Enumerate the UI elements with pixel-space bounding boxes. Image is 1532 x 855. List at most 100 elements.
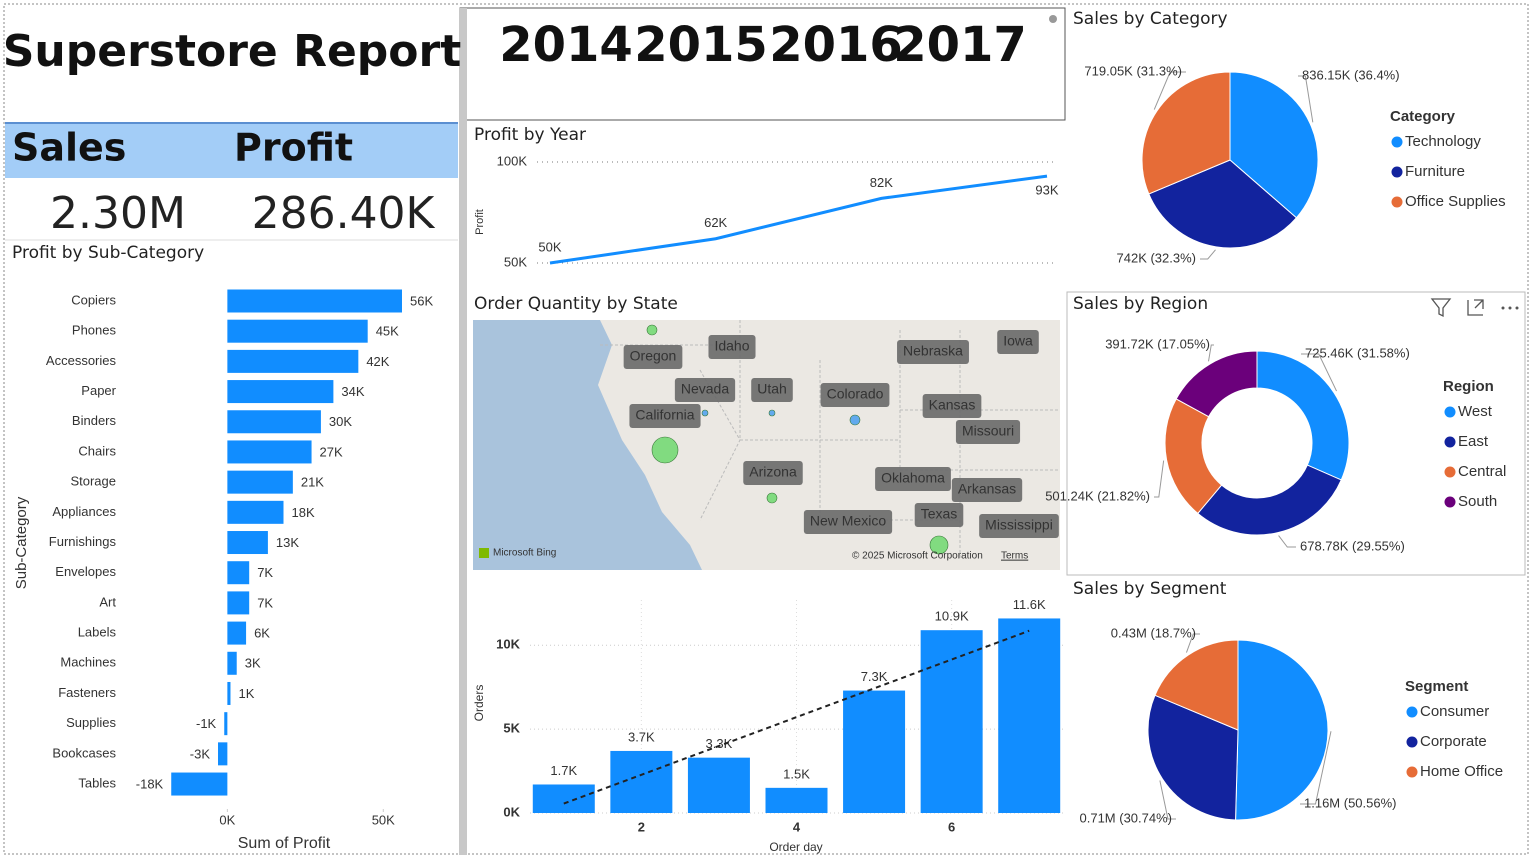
legend-label: Corporate (1420, 733, 1487, 750)
data-label: 18K (291, 505, 314, 520)
state-label[interactable]: Kansas (929, 397, 976, 413)
label-box (674, 378, 736, 402)
slice (1235, 639, 1329, 821)
y-tick-label: Fasteners (58, 685, 116, 700)
data-label: 7.3K (861, 669, 888, 684)
legend-swatch (1391, 166, 1403, 178)
y-tick-label: Envelopes (55, 564, 116, 579)
leader-line (1153, 71, 1186, 110)
slicer-year[interactable]: 2017 (893, 17, 1027, 73)
bar (171, 772, 228, 796)
state-label[interactable]: Nebraska (903, 343, 963, 359)
state-label[interactable]: Idaho (714, 338, 749, 354)
bar (227, 500, 284, 524)
y-tick-label: Storage (70, 474, 116, 489)
kpi-value: 286.40K (252, 188, 436, 239)
data-label: 742K (32.3%) (1117, 250, 1197, 265)
data-label: 0.71M (30.74%) (1080, 810, 1173, 825)
leader-line (1298, 75, 1314, 123)
slicer-year[interactable]: 2016 (769, 17, 903, 73)
legend-title: Segment (1405, 678, 1468, 695)
slice (1141, 71, 1231, 195)
bar (227, 440, 312, 464)
label-box (922, 394, 982, 418)
legend-swatch (1406, 736, 1418, 748)
legend-label: Central (1458, 463, 1506, 480)
label-box (979, 514, 1059, 538)
slice (1256, 350, 1350, 481)
bar (610, 750, 673, 813)
chart-title: Profit by Year (474, 125, 586, 145)
data-label: 45K (376, 324, 399, 339)
bar (227, 591, 250, 615)
state-label[interactable]: Oregon (630, 348, 677, 364)
slice (1154, 639, 1239, 731)
label-box (751, 378, 793, 402)
focus-icon[interactable] (1467, 299, 1484, 316)
data-label: 50K (538, 239, 561, 254)
data-label: 11.6K (1013, 597, 1046, 612)
state-label[interactable]: Missouri (962, 423, 1014, 439)
y-tick-label: 5K (503, 721, 520, 736)
label-box (951, 478, 1023, 502)
divider (459, 8, 467, 855)
legend-swatch (1391, 136, 1403, 148)
map-bubble (701, 409, 709, 417)
state-label[interactable]: Nevada (681, 381, 729, 397)
data-label: -3K (190, 746, 211, 761)
leader-line (1200, 249, 1216, 260)
slice (1175, 350, 1258, 418)
slicer-box (459, 7, 1066, 121)
state-label[interactable]: Arkansas (958, 481, 1016, 497)
state-label[interactable]: Colorado (827, 386, 884, 402)
data-label: 1K (238, 686, 254, 701)
data-label: 0.43M (18.7%) (1111, 625, 1196, 640)
x-tick-label: 6 (948, 819, 955, 834)
state-label[interactable]: California (635, 407, 694, 423)
data-label: 30K (329, 414, 352, 429)
slicer-year[interactable]: 2014 (499, 17, 633, 73)
bar (920, 630, 983, 813)
label-box (955, 420, 1021, 444)
data-label: 34K (341, 384, 364, 399)
bar (687, 757, 750, 813)
legend-label: Technology (1405, 133, 1481, 150)
data-label: 391.72K (17.05%) (1105, 336, 1210, 351)
y-tick-label: Bookcases (52, 745, 116, 760)
legend-swatch (1406, 706, 1418, 718)
data-label: 21K (301, 475, 324, 490)
slice (1148, 159, 1298, 249)
legend-swatch (1391, 196, 1403, 208)
leader-line (1159, 780, 1176, 820)
state-label[interactable]: New Mexico (810, 513, 886, 529)
label-box (897, 340, 969, 364)
state-label[interactable]: Utah (757, 381, 787, 397)
map-bubble (646, 324, 658, 336)
legend-title: Category (1390, 108, 1456, 125)
more-icon[interactable] (1501, 306, 1519, 310)
chart-title: Sales by Region (1073, 294, 1208, 314)
data-label: 3.7K (628, 729, 655, 744)
state-label[interactable]: Arizona (749, 464, 797, 480)
bar (227, 349, 359, 373)
x-tick-label: 2 (638, 819, 645, 834)
state-label[interactable]: Mississippi (985, 517, 1053, 533)
bar (227, 531, 268, 555)
map-bubble (849, 414, 861, 426)
state-label[interactable]: Texas (921, 506, 958, 522)
y-tick-label: Binders (72, 413, 117, 428)
provider-logo (479, 548, 489, 558)
state-label[interactable]: Oklahoma (881, 470, 945, 486)
y-axis-title: Orders (472, 685, 486, 722)
slicer-year[interactable]: 2015 (634, 17, 768, 73)
bar (224, 712, 228, 736)
legend-swatch (1444, 496, 1456, 508)
bar (227, 621, 247, 645)
filter-icon[interactable] (1430, 298, 1452, 318)
y-tick-label: Paper (81, 383, 116, 398)
leader-line (1208, 344, 1214, 362)
state-label[interactable]: Iowa (1003, 333, 1033, 349)
legend-label: East (1458, 433, 1489, 450)
data-label: 3.3K (706, 736, 733, 751)
map-terms[interactable]: Terms (1001, 551, 1028, 562)
